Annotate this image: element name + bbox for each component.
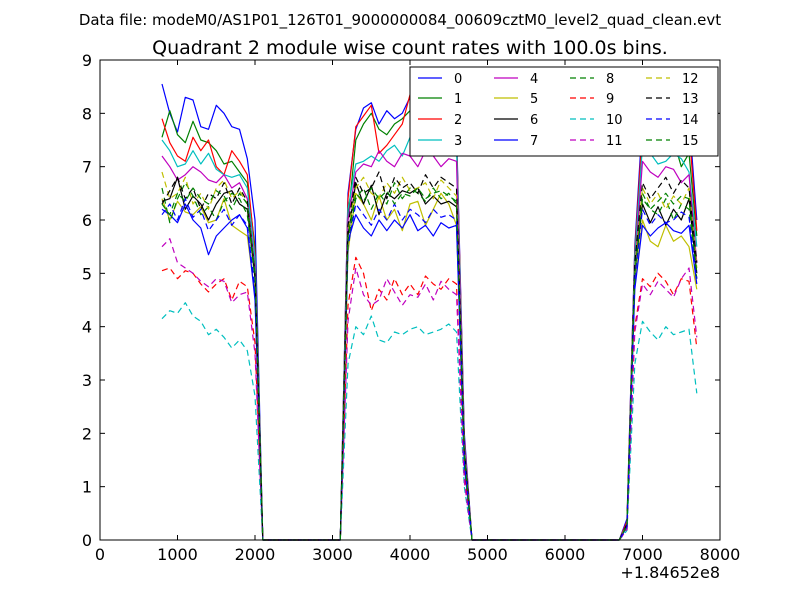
legend-label-12: 12 <box>682 72 699 87</box>
series-line-11 <box>161 238 698 541</box>
ticks-layer: 0 1000 2000 3000 4000 5000 6000 7000 80000123456… <box>82 51 741 564</box>
legend-label-4: 4 <box>530 72 538 87</box>
legend-label-8: 8 <box>606 72 614 87</box>
y-tick-label: 4 <box>82 318 92 337</box>
legend-label-10: 10 <box>606 113 623 128</box>
x-tick-label: 8000 <box>700 545 741 564</box>
y-tick-label: 7 <box>82 158 92 177</box>
legend-label-15: 15 <box>682 134 699 149</box>
series-line-13 <box>161 171 698 541</box>
legend-label-6: 6 <box>530 113 538 128</box>
series-line-8 <box>161 182 698 541</box>
series-line-4 <box>161 150 698 541</box>
series-line-15 <box>161 187 698 541</box>
y-tick-label: 5 <box>82 264 92 283</box>
series-line-6 <box>161 176 698 541</box>
y-tick-label: 1 <box>82 478 92 497</box>
legend-label-0: 0 <box>454 72 462 87</box>
y-tick-label: 6 <box>82 211 92 230</box>
x-tick-label: 4000 <box>390 545 431 564</box>
legend-label-11: 11 <box>606 134 623 149</box>
y-tick-label: 9 <box>82 51 92 70</box>
y-tick-label: 3 <box>82 371 92 390</box>
x-tick-label: 2000 <box>235 545 276 564</box>
legend-label-14: 14 <box>682 113 699 128</box>
legend-box <box>409 66 719 157</box>
legend-label-5: 5 <box>530 92 538 107</box>
x-tick-label: 7000 <box>622 545 663 564</box>
x-tick-label: 3000 <box>312 545 353 564</box>
legend-label-13: 13 <box>682 92 699 107</box>
series-line-2 <box>161 94 698 541</box>
x-tick-label: 5000 <box>467 545 508 564</box>
x-tick-label: 6000 <box>545 545 586 564</box>
chart-suptitle: Data file: modeM0/AS1P01_126T01_90000000… <box>79 11 721 30</box>
y-tick-label: 0 <box>82 531 92 550</box>
x-tick-label: 0 <box>95 545 105 564</box>
legend-label-7: 7 <box>530 134 538 149</box>
legend-label-1: 1 <box>454 92 462 107</box>
series-line-7 <box>161 203 698 541</box>
series-line-5 <box>161 192 698 541</box>
series-line-1 <box>161 110 698 541</box>
y-tick-label: 8 <box>82 104 92 123</box>
y-tick-label: 2 <box>82 424 92 443</box>
series-line-14 <box>161 198 698 541</box>
series-line-12 <box>161 171 698 541</box>
chart-title: Quadrant 2 module wise count rates with … <box>152 37 668 59</box>
series-line-10 <box>161 302 698 541</box>
x-tick-label: 1000 <box>157 545 198 564</box>
x-offset-label: +1.84652e8 <box>620 563 720 582</box>
legend-label-2: 2 <box>454 113 462 128</box>
series-line-9 <box>161 256 698 541</box>
legend-label-9: 9 <box>606 92 614 107</box>
legend-label-3: 3 <box>454 134 462 149</box>
